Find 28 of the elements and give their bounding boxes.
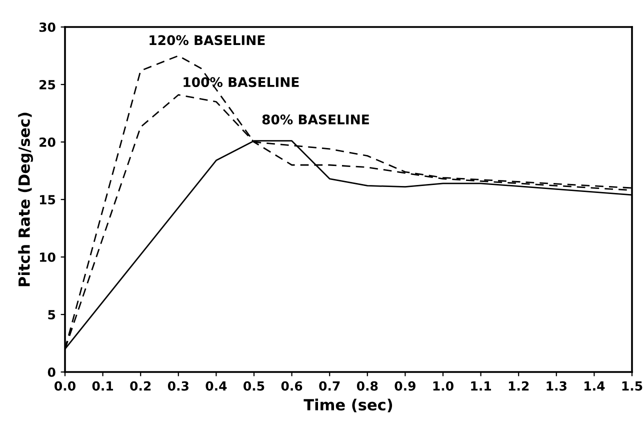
x-tick-label: 0.8 [356, 381, 378, 391]
x-axis-title: Time (sec) [304, 398, 392, 412]
y-tick-label: 10 [40, 252, 56, 262]
x-tick-label: 0.5 [244, 381, 264, 391]
x-tick-label: 1.0 [433, 381, 454, 391]
y-tick-label: 15 [40, 195, 56, 204]
x-tick-label: 1.2 [508, 381, 529, 391]
x-tick-label: 0.6 [281, 381, 302, 391]
x-tick-label: 1.1 [471, 381, 492, 391]
x-tick-label: 0.7 [319, 381, 340, 391]
x-tick-label: 0.3 [168, 381, 188, 391]
y-axis-title: Pitch Rate (Deg/sec) [18, 112, 34, 286]
x-tick-label: 0.1 [92, 381, 114, 391]
x-tick-label: 0.2 [130, 381, 151, 391]
x-tick-label: 0.9 [394, 381, 416, 391]
y-tick-label: 5 [48, 310, 56, 320]
series-label: 120% BASELINE [150, 35, 265, 46]
x-tick-label: 1.3 [546, 381, 566, 391]
y-tick-label: 25 [40, 80, 56, 90]
y-tick-label: 0 [48, 367, 56, 377]
x-tick-label: 1.5 [622, 381, 642, 391]
series-label: 80% BASELINE [262, 114, 369, 124]
x-tick-label: 1.4 [584, 381, 605, 391]
series-label: 100% BASELINE [184, 77, 299, 88]
x-tick-label: 0.0 [54, 381, 76, 391]
y-tick-label: 20 [40, 137, 56, 147]
x-tick-label: 0.4 [206, 381, 227, 391]
y-tick-label: 30 [39, 22, 56, 32]
